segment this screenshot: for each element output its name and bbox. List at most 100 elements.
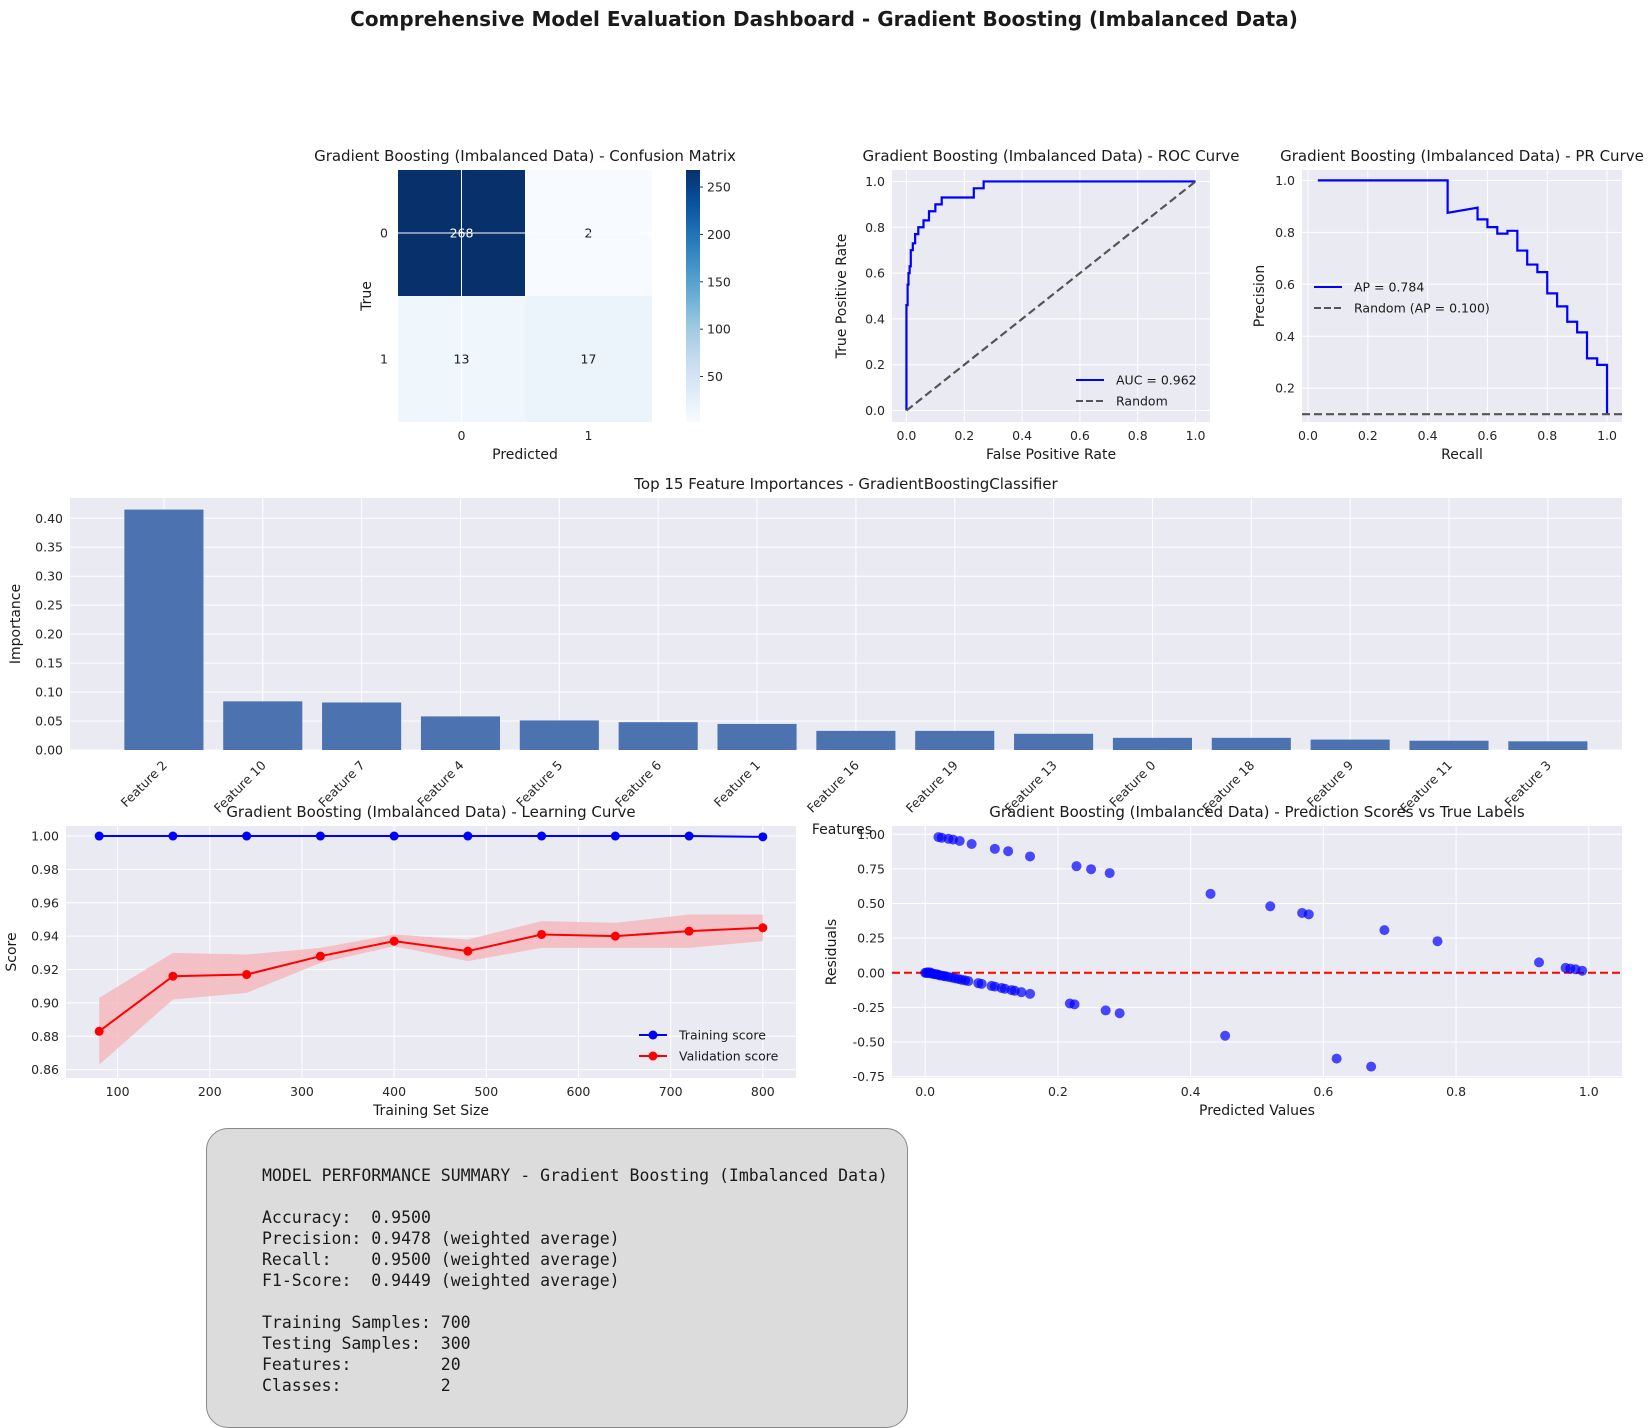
y-tick-label: 1.00 [31, 829, 59, 844]
x-tick-label: 1.0 [1579, 1084, 1599, 1099]
x-axis-label: False Positive Rate [986, 447, 1116, 463]
residual-point [1379, 925, 1390, 936]
validation-score-point [758, 923, 768, 933]
legend-marker [648, 1030, 658, 1040]
validation-score-point [463, 946, 473, 956]
colorbar-tick-label: 100 [707, 322, 731, 337]
x-axis-label: Training Set Size [372, 1103, 489, 1119]
residual-point [1220, 1030, 1231, 1041]
x-tick-label: Feature 19 [903, 757, 961, 815]
summary-line: Features: 20 [262, 1355, 461, 1374]
chart-title: Gradient Boosting (Imbalanced Data) - Pr… [989, 803, 1525, 821]
y-tick-label: 0.40 [35, 511, 63, 526]
y-tick-label: 0.75 [857, 861, 885, 876]
y-axis-label: Importance [8, 584, 24, 664]
y-tick-label: 0.35 [35, 540, 63, 555]
summary-line: Recall: 0.9500 (weighted average) [262, 1250, 620, 1269]
summary-line: Precision: 0.9478 (weighted average) [262, 1229, 620, 1248]
chart-title: Gradient Boosting (Imbalanced Data) - Le… [226, 803, 635, 821]
residual-point [1534, 957, 1545, 968]
training-score-point [684, 831, 694, 841]
summary-line: MODEL PERFORMANCE SUMMARY - Gradient Boo… [262, 1166, 888, 1185]
y-tick-label: 0.8 [1275, 225, 1295, 240]
pr-line [1317, 179, 1609, 415]
y-tick-label: 0.98 [31, 862, 59, 877]
residual-point [966, 839, 977, 849]
residual-point [1086, 864, 1097, 875]
y-tick-label: 0.15 [35, 656, 63, 671]
summary-line [262, 1186, 907, 1207]
chart-title: Gradient Boosting (Imbalanced Data) - PR… [1280, 147, 1644, 165]
x-tick-label: 0.8 [1537, 428, 1557, 443]
x-axis-label: Features [812, 822, 872, 838]
roc-line [905, 180, 1196, 411]
importance-bar [915, 730, 995, 750]
summary-line: F1-Score: 0.9449 (weighted average) [262, 1271, 620, 1290]
residual-point [989, 843, 1000, 854]
y-tick-label: 0.10 [35, 685, 63, 700]
importance-bar [420, 716, 501, 750]
validation-score-point [168, 971, 178, 981]
x-tick-label: 200 [198, 1084, 222, 1099]
y-axis-label: Score [4, 932, 20, 971]
summary-line: Classes: 2 [262, 1376, 451, 1395]
residual-point [1104, 868, 1115, 879]
residual-point [1071, 861, 1082, 872]
residual-point [1577, 965, 1588, 976]
x-tick-label: 0.4 [1012, 428, 1032, 443]
y-tick-label: 0.2 [865, 357, 885, 372]
x-axis-label: Predicted [492, 447, 558, 463]
y-axis-label: True [359, 281, 375, 312]
x-tick-label: 1.0 [1186, 428, 1206, 443]
summary-line: Testing Samples: 300 [262, 1334, 471, 1353]
y-tick-label: 0.96 [31, 895, 59, 910]
residual-point [1100, 1005, 1111, 1016]
x-tick-label: 500 [474, 1084, 498, 1099]
y-tick-label: 0.00 [857, 965, 885, 980]
y-tick-label: 1.0 [865, 174, 885, 189]
y-tick-label: 0.90 [31, 995, 59, 1010]
validation-score-point [610, 931, 620, 941]
x-tick-label: Feature 1 [711, 758, 763, 810]
x-tick-label: 0.0 [1298, 428, 1318, 443]
residual-point [1016, 987, 1027, 998]
y-tick-label: -0.50 [853, 1035, 885, 1050]
plot-area [70, 498, 1622, 750]
residual-point [954, 835, 965, 846]
importance-bar [519, 720, 599, 750]
x-tick-label: Feature 2 [118, 758, 170, 810]
x-tick-label: 100 [106, 1084, 130, 1099]
importance-bar [223, 701, 303, 750]
x-tick-label: 700 [659, 1084, 683, 1099]
colorbar-tick-label: 200 [707, 227, 731, 242]
summary-line: Training Samples: 700 [262, 1313, 471, 1332]
y-tick-label: 0.50 [857, 896, 885, 911]
residual-point [1366, 1061, 1377, 1072]
validation-score-point [537, 929, 547, 939]
x-tick-label: 1 [585, 428, 593, 443]
y-tick-label: 0.25 [35, 598, 63, 613]
x-tick-label: 0 [458, 428, 466, 443]
residual-point [1265, 901, 1276, 912]
x-tick-label: 0.6 [1070, 428, 1090, 443]
training-score-point [758, 832, 768, 842]
colorbar-tick-label: 50 [707, 369, 723, 384]
legend-label: AP = 0.784 [1354, 280, 1424, 295]
y-tick-label: 0.05 [35, 714, 63, 729]
y-axis-label: Precision [1252, 265, 1268, 327]
legend-label: Validation score [679, 1049, 779, 1064]
importance-bar [1211, 737, 1291, 750]
training-score-point [242, 831, 252, 841]
chart-title: Top 15 Feature Importances - GradientBoo… [633, 475, 1058, 493]
importance-bar [322, 702, 402, 750]
x-tick-label: 800 [751, 1084, 775, 1099]
x-tick-label: 0.4 [1181, 1084, 1201, 1099]
legend-label: AUC = 0.962 [1116, 373, 1197, 388]
x-tick-label: Feature 16 [804, 757, 862, 815]
chart-title: Gradient Boosting (Imbalanced Data) - Co… [314, 147, 736, 165]
y-tick-label: 0.4 [865, 311, 885, 326]
residual-point [1069, 999, 1080, 1010]
legend-label: Random [1116, 394, 1168, 409]
importance-bar [1508, 741, 1588, 750]
